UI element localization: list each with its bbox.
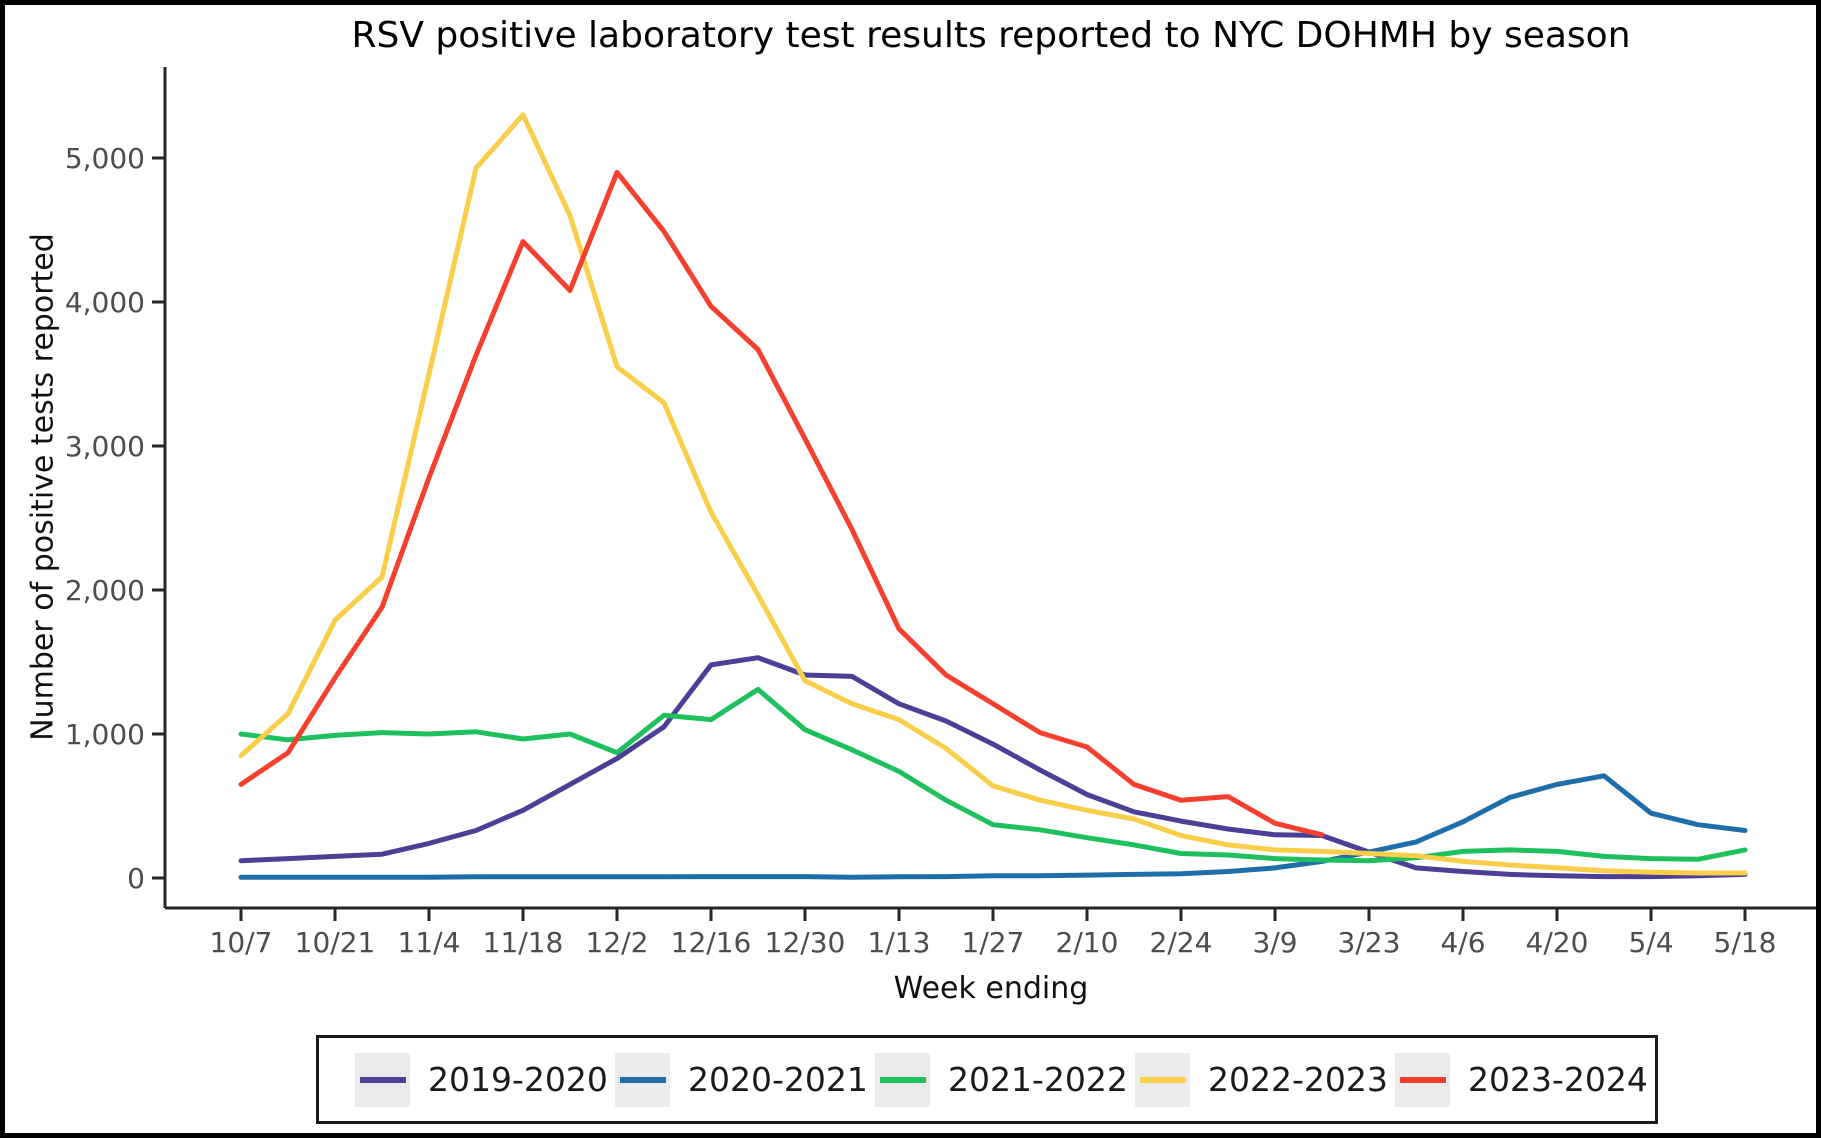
x-tick-label: 10/21	[295, 926, 376, 959]
legend-item-2022-2023: 2022-2023	[1135, 1052, 1395, 1107]
legend-item-2021-2022: 2021-2022	[875, 1052, 1135, 1107]
legend-key-box	[1135, 1052, 1190, 1107]
x-tick-label: 4/6	[1440, 926, 1485, 959]
legend-item-2019-2020: 2019-2020	[355, 1052, 615, 1107]
chart-title: RSV positive laboratory test results rep…	[351, 15, 1631, 56]
x-tick-label: 11/18	[483, 926, 564, 959]
x-axis-title: Week ending	[893, 971, 1089, 1006]
legend-line-swatch-icon	[1139, 1076, 1186, 1083]
legend-key-box	[875, 1052, 930, 1107]
x-tick-label: 10/7	[210, 926, 273, 959]
y-tick-label: 1,000	[65, 718, 145, 751]
series-line-2021-2022	[238, 686, 1748, 864]
legend-key-box	[355, 1052, 410, 1107]
legend-label: 2022-2023	[1208, 1060, 1388, 1099]
x-tick-label: 11/4	[398, 926, 461, 959]
y-tick-label: 0	[127, 862, 145, 895]
legend-line-swatch-icon	[619, 1076, 666, 1083]
legend-line-swatch-icon	[879, 1076, 926, 1083]
x-tick-label: 2/24	[1150, 926, 1213, 959]
x-tick-label: 5/4	[1628, 926, 1673, 959]
legend-item-2023-2024: 2023-2024	[1395, 1052, 1655, 1107]
legend-key-box	[1395, 1052, 1450, 1107]
x-tick-label: 1/13	[868, 926, 931, 959]
legend-label: 2020-2021	[688, 1060, 868, 1099]
legend-item-2020-2021: 2020-2021	[615, 1052, 875, 1107]
x-tick-label: 12/2	[586, 926, 649, 959]
series-line-2019-2020	[238, 655, 1748, 880]
legend-label: 2023-2024	[1468, 1060, 1648, 1099]
legend-label: 2021-2022	[948, 1060, 1128, 1099]
x-tick-label: 12/16	[671, 926, 752, 959]
y-tick-label: 2,000	[65, 574, 145, 607]
x-tick-label: 3/9	[1252, 926, 1297, 959]
y-tick-label: 5,000	[65, 142, 145, 175]
x-tick-label: 12/30	[765, 926, 846, 959]
x-tick-label: 2/10	[1056, 926, 1119, 959]
x-tick-label: 4/20	[1526, 926, 1589, 959]
x-tick-label: 5/18	[1714, 926, 1777, 959]
y-axis-title: Number of positive tests reported	[25, 233, 61, 741]
legend-key-box	[615, 1052, 670, 1107]
legend-line-swatch-icon	[359, 1076, 406, 1083]
y-tick-label: 4,000	[65, 286, 145, 319]
series-line-2023-2024	[238, 169, 1325, 838]
series-line-2020-2021	[238, 773, 1748, 880]
series-line-2022-2023	[238, 112, 1748, 876]
legend: 2019-2020 2020-2021 2021-2022 2022-2023 2023…	[316, 1035, 1658, 1124]
plot-area: 0 1,000 2,000 3,000 4,000 5,000 10/7 10/21 11/4 1…	[65, 67, 1816, 959]
x-tick-label: 3/23	[1338, 926, 1401, 959]
y-tick-label: 3,000	[65, 430, 145, 463]
x-tick-label: 1/27	[962, 926, 1025, 959]
legend-line-swatch-icon	[1399, 1076, 1446, 1083]
legend-label: 2019-2020	[428, 1060, 608, 1099]
